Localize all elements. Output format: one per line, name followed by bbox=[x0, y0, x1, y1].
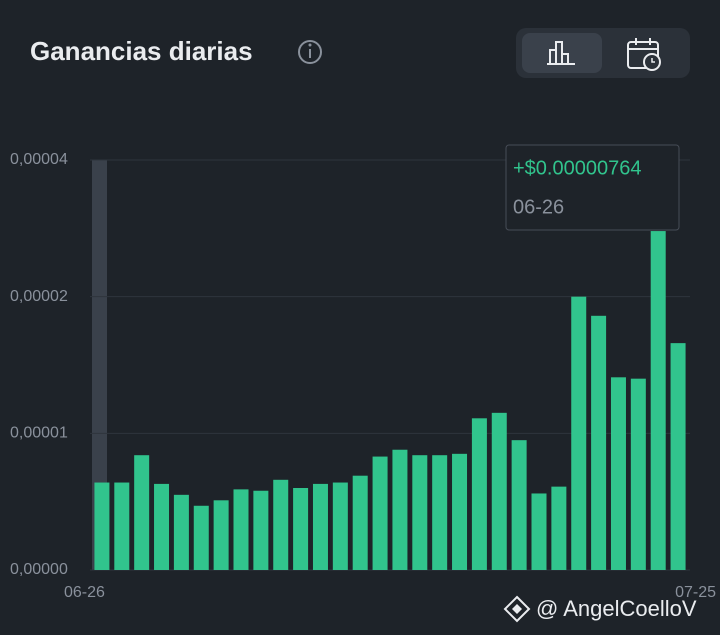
tooltip-date: 06-26 bbox=[513, 196, 564, 218]
bar bbox=[591, 315, 607, 570]
bar bbox=[154, 483, 170, 570]
bar bbox=[332, 482, 348, 570]
bar bbox=[293, 488, 309, 570]
bar bbox=[531, 493, 547, 570]
bar bbox=[471, 418, 487, 570]
bar bbox=[610, 377, 626, 570]
bar bbox=[452, 453, 468, 570]
bar bbox=[670, 343, 686, 570]
bar bbox=[173, 494, 189, 570]
bar bbox=[571, 296, 587, 570]
bar bbox=[233, 489, 249, 570]
watermark-logo bbox=[503, 595, 531, 623]
y-tick-label: 0,00001 bbox=[10, 425, 68, 442]
bar bbox=[432, 455, 448, 570]
x-tick-label: 07-25 bbox=[675, 584, 716, 601]
y-tick-label: 0,00002 bbox=[10, 288, 68, 305]
info-icon[interactable] bbox=[298, 40, 322, 64]
bar bbox=[551, 486, 567, 570]
bar bbox=[213, 500, 229, 570]
bar bbox=[630, 378, 646, 570]
bar bbox=[253, 490, 269, 570]
bar bbox=[312, 483, 328, 570]
bar bbox=[511, 440, 527, 570]
calendar-toggle[interactable] bbox=[627, 38, 661, 71]
x-tick-label: 06-26 bbox=[64, 584, 105, 601]
tooltip-value: +$0.00000764 bbox=[513, 157, 641, 179]
bar bbox=[372, 456, 388, 570]
bar bbox=[412, 455, 428, 570]
y-tick-label: 0,00000 bbox=[10, 561, 68, 578]
chart-title: Ganancias diarias bbox=[30, 36, 253, 66]
bar bbox=[134, 455, 150, 570]
bar-chart-toggle[interactable] bbox=[522, 33, 602, 73]
hover-highlight bbox=[92, 160, 107, 570]
bar bbox=[94, 482, 110, 570]
bar bbox=[273, 479, 289, 570]
bar bbox=[114, 482, 130, 570]
bar bbox=[392, 449, 408, 570]
watermark: @ AngelCoelloV bbox=[536, 596, 697, 621]
tooltip: +$0.00000764 06-26 bbox=[505, 144, 680, 231]
y-tick-label: 0,00004 bbox=[10, 151, 68, 168]
bar bbox=[352, 475, 368, 570]
bar bbox=[491, 412, 507, 570]
bar bbox=[650, 231, 666, 571]
bar bbox=[193, 505, 209, 570]
